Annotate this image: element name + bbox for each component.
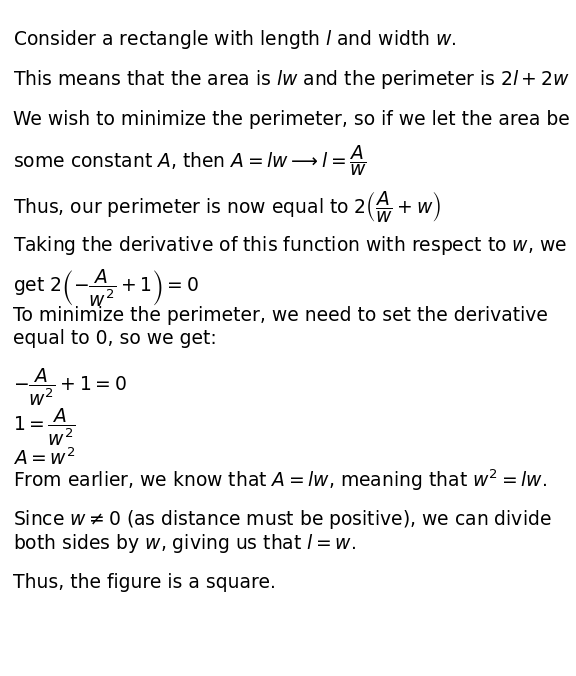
Text: This means that the area is $lw$ and the perimeter is $2l + 2w$: This means that the area is $lw$ and the… — [13, 68, 569, 91]
Text: $1 = \dfrac{A}{w^2}$: $1 = \dfrac{A}{w^2}$ — [13, 407, 75, 448]
Text: We wish to minimize the perimeter, so if we let the area be: We wish to minimize the perimeter, so if… — [13, 110, 570, 128]
Text: $-\dfrac{A}{w^2} + 1 = 0$: $-\dfrac{A}{w^2} + 1 = 0$ — [13, 366, 127, 408]
Text: Thus, our perimeter is now equal to $2\left(\dfrac{A}{w} + w\right)$: Thus, our perimeter is now equal to $2\l… — [13, 189, 441, 224]
Text: both sides by $w$, giving us that $l = w$.: both sides by $w$, giving us that $l = w… — [13, 532, 356, 555]
Text: Taking the derivative of this function with respect to $w$, we: Taking the derivative of this function w… — [13, 234, 567, 257]
Text: Consider a rectangle with length $l$ and width $w$.: Consider a rectangle with length $l$ and… — [13, 28, 456, 51]
Text: From earlier, we know that $A = lw$, meaning that $w^2 = lw$.: From earlier, we know that $A = lw$, mea… — [13, 468, 547, 493]
Text: some constant $A$, then $A = lw \longrightarrow l = \dfrac{A}{w}$: some constant $A$, then $A = lw \longrig… — [13, 143, 367, 178]
Text: $A = w^2$: $A = w^2$ — [13, 448, 75, 469]
Text: Since $w \neq 0$ (as distance must be positive), we can divide: Since $w \neq 0$ (as distance must be po… — [13, 508, 551, 531]
Text: get $2\left(-\dfrac{A}{w^2} + 1\right) = 0$: get $2\left(-\dfrac{A}{w^2} + 1\right) =… — [13, 268, 199, 309]
Text: equal to 0, so we get:: equal to 0, so we get: — [13, 329, 217, 348]
Text: To minimize the perimeter, we need to set the derivative: To minimize the perimeter, we need to se… — [13, 306, 548, 324]
Text: Thus, the figure is a square.: Thus, the figure is a square. — [13, 573, 275, 592]
